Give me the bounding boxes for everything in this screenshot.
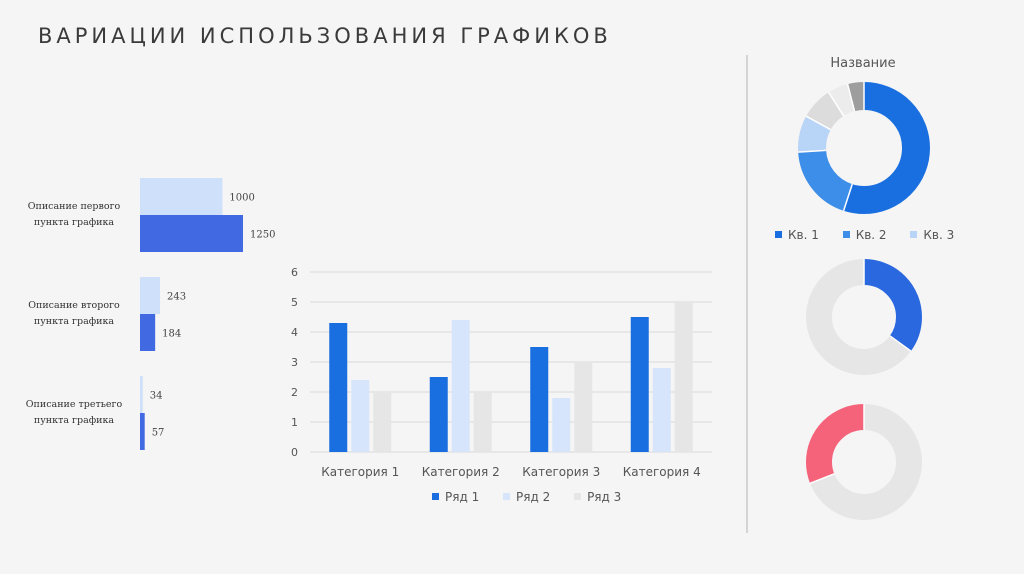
column-bar (530, 347, 549, 452)
legend-item-series-1: Ряд 1 (432, 490, 479, 504)
legend-swatch (775, 231, 782, 238)
legend-label: Ряд 1 (445, 490, 480, 504)
hbar-bar (140, 413, 145, 450)
legend-item-q2: Кв. 2 (842, 228, 887, 242)
hbar-bar (140, 178, 223, 215)
legend-label: Кв. 2 (855, 228, 887, 242)
column-bar (373, 392, 392, 452)
column-bar (552, 398, 571, 452)
hbar-data-label: 184 (162, 329, 181, 340)
y-tick-label: 0 (291, 446, 298, 459)
y-tick-label: 1 (291, 416, 298, 429)
hbar-category-label-3: Описание третьего пункта графика (25, 399, 123, 426)
legend-swatch (432, 493, 439, 500)
hbar-data-label: 243 (167, 292, 186, 303)
column-bar (329, 323, 348, 452)
hbar-data-label: 1250 (250, 230, 275, 241)
donut-1-separator (798, 149, 827, 153)
column-bar (674, 302, 693, 452)
donut-1-separator (842, 183, 853, 212)
legend-item-q3: Кв. 3 (910, 228, 954, 242)
hbar-category-label-1: Описание первого пункта графика (27, 201, 121, 228)
hbar-bar (140, 376, 143, 413)
hbar-bar (140, 277, 161, 314)
legend-item-series-2: Ряд 2 (503, 490, 550, 504)
hbar-category-label-2: Описание второго пункта графика (28, 300, 120, 327)
legend-swatch (574, 493, 582, 500)
donut-1-slice (798, 82, 930, 214)
column-bar (574, 362, 593, 452)
y-tick-label: 2 (291, 386, 298, 399)
legend-item-q1: Кв. 1 (775, 228, 819, 242)
column-bar (351, 380, 370, 452)
legend-swatch (503, 493, 511, 500)
donut-3-separator (809, 473, 835, 485)
legend-swatch (842, 231, 850, 238)
legend-label: Кв. 1 (788, 228, 819, 242)
hbar-bar (140, 314, 156, 351)
vertical-divider (746, 55, 748, 533)
hbar-data-label: 34 (150, 391, 163, 402)
hbar-data-label: 1000 (229, 193, 254, 204)
donut-1-separator (846, 83, 856, 112)
y-tick-label: 6 (291, 266, 298, 279)
column-bar (451, 320, 470, 452)
donut-chart-legend: Кв. 1 Кв. 2 Кв. 3 (775, 228, 954, 242)
x-tick-label: Категория 1 (321, 465, 399, 479)
donut-chart-title: Название (830, 56, 896, 71)
legend-swatch (910, 231, 918, 238)
legend-label: Ряд 3 (587, 490, 622, 504)
page-title: ВАРИАЦИИ ИСПОЛЬЗОВАНИЯ ГРАФИКОВ (38, 24, 612, 48)
hbar-bar (140, 215, 243, 252)
column-bar (630, 317, 649, 452)
donut-1-separator (805, 115, 832, 131)
x-tick-label: Категория 3 (522, 465, 600, 479)
legend-label: Кв. 3 (923, 228, 955, 242)
column-bar (429, 377, 448, 452)
y-tick-label: 5 (291, 296, 298, 309)
column-bar (473, 392, 492, 452)
legend-label: Ряд 2 (516, 490, 551, 504)
x-tick-label: Категория 2 (422, 465, 500, 479)
x-tick-label: Категория 4 (623, 465, 701, 479)
y-tick-label: 4 (291, 326, 298, 339)
y-tick-label: 3 (291, 356, 298, 369)
hbar-data-label: 57 (152, 428, 165, 439)
donut-1-separator (828, 91, 845, 117)
column-bar (652, 368, 671, 452)
donut-2-separator (889, 335, 912, 352)
column-chart-legend: Ряд 1 Ряд 2 Ряд 3 (432, 490, 621, 504)
legend-item-series-3: Ряд 3 (574, 490, 621, 504)
